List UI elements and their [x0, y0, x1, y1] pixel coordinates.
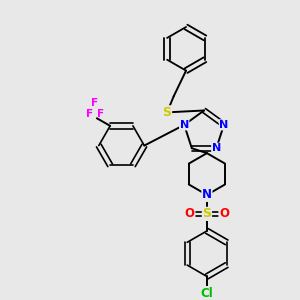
- Text: F: F: [97, 110, 104, 119]
- Text: N: N: [180, 120, 189, 130]
- Text: F: F: [86, 110, 93, 119]
- Text: N: N: [212, 143, 221, 153]
- Text: F: F: [92, 98, 98, 108]
- Text: O: O: [185, 207, 195, 220]
- Text: N: N: [202, 188, 212, 201]
- Text: S: S: [202, 207, 211, 220]
- Text: Cl: Cl: [200, 287, 213, 300]
- Text: O: O: [219, 207, 229, 220]
- Text: S: S: [163, 106, 172, 119]
- Text: N: N: [219, 120, 229, 130]
